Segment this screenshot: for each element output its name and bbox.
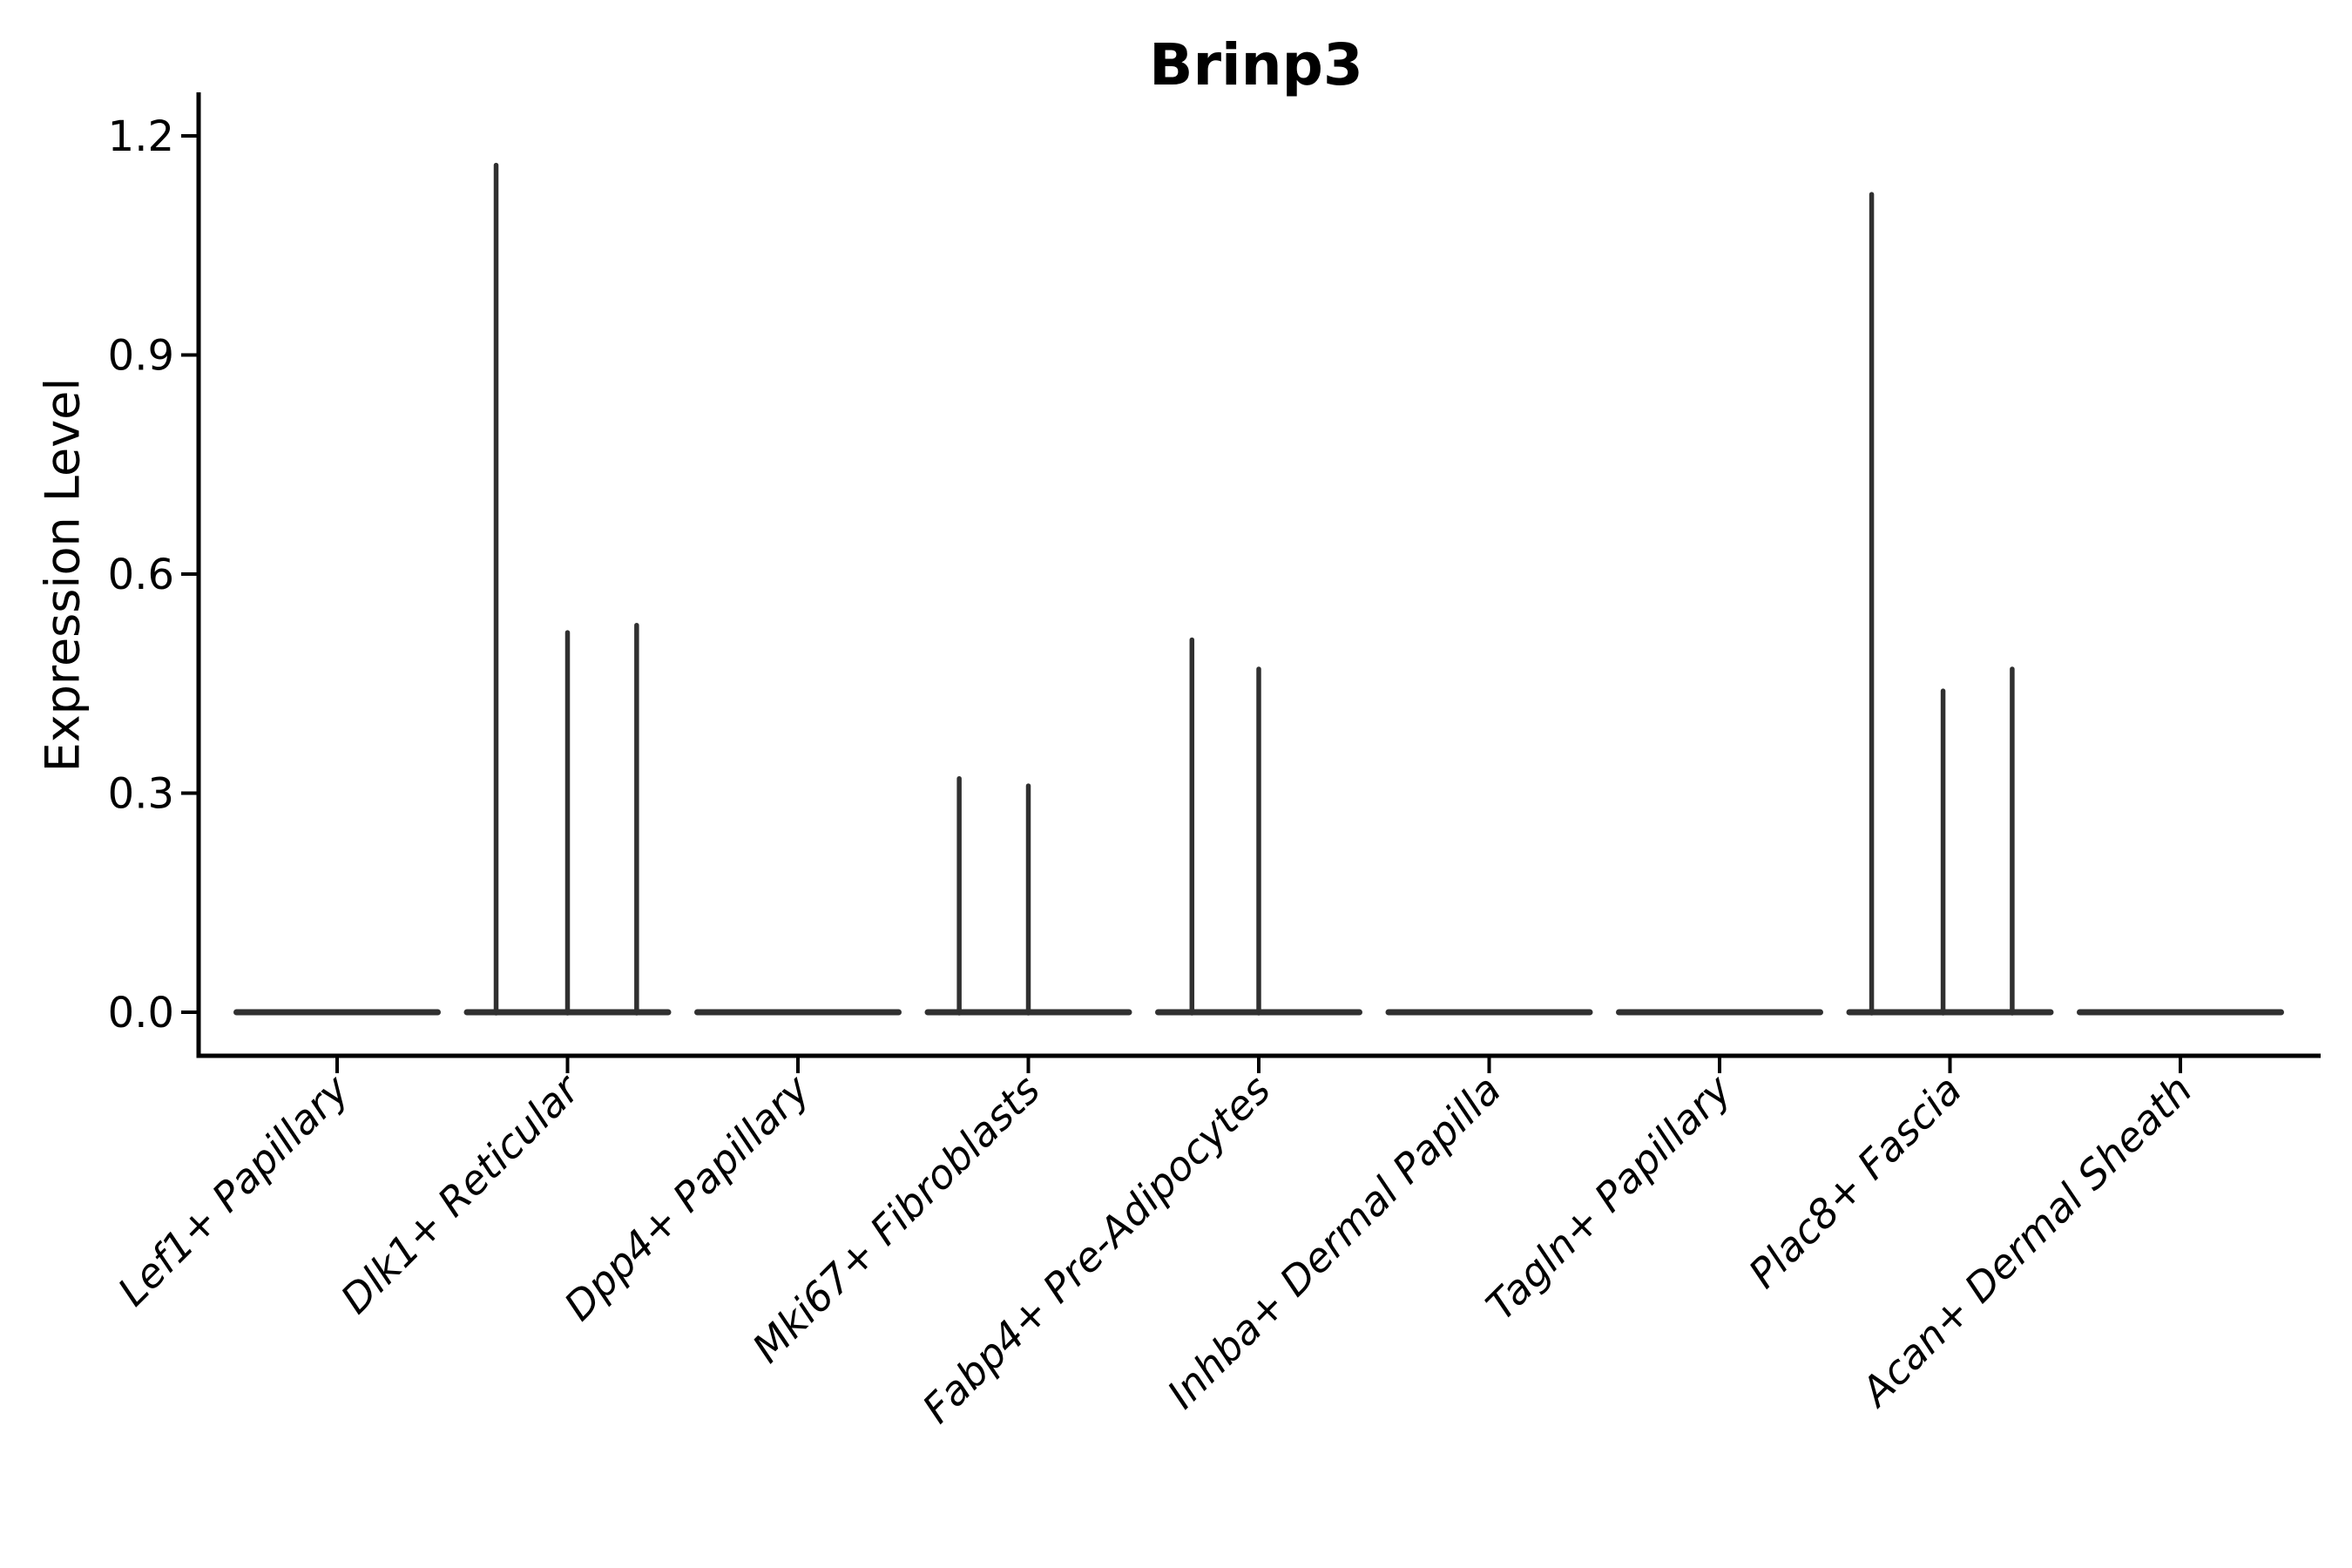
violin [1155, 637, 1362, 1016]
x-tick-label: Lef1+ Papillary [109, 1065, 358, 1315]
violin [463, 162, 672, 1016]
x-tick-label: Plac8+ Fascia [1740, 1066, 1970, 1297]
violin [1846, 192, 2054, 1016]
violin [1616, 1009, 1823, 1016]
y-tick-label: 1.2 [108, 112, 174, 161]
violin-baseline [1385, 1009, 1593, 1016]
violin [924, 775, 1132, 1016]
violin-baseline [694, 1009, 902, 1016]
violin-baseline [1846, 1009, 2054, 1016]
violin [1385, 1009, 1593, 1016]
y-axis-label: Expression Level [35, 377, 91, 773]
violin [694, 1009, 902, 1016]
y-tick-label: 0.9 [108, 332, 174, 381]
chart-title: Brinp3 [1149, 31, 1363, 98]
violin [2077, 1009, 2284, 1016]
violin-baseline [233, 1009, 441, 1016]
x-tick-label: Dpp4+ Papillary [555, 1065, 819, 1329]
violin [233, 1009, 441, 1016]
x-tick-label: Tagln+ Papillary [1477, 1065, 1740, 1329]
y-tick-label: 0.3 [108, 770, 174, 819]
violin-baseline [1616, 1009, 1823, 1016]
violin-baseline [2077, 1009, 2284, 1016]
x-tick-label: Dlk1+ Reticular [332, 1064, 591, 1322]
y-tick-label: 0.6 [108, 551, 174, 599]
y-tick-label: 0.0 [108, 989, 174, 1037]
